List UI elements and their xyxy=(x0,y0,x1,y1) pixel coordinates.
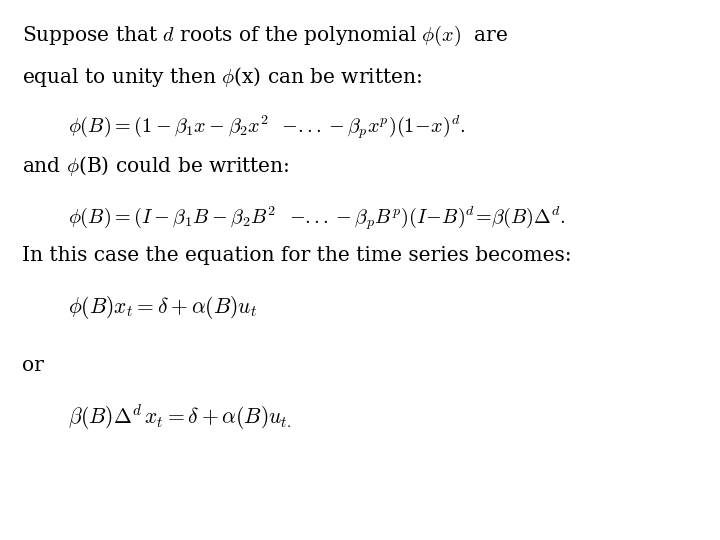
Text: $\beta(B)\Delta^d\, x_t = \delta + \alpha(B)u_{t.}$: $\beta(B)\Delta^d\, x_t = \delta + \alph… xyxy=(68,402,292,432)
Text: $\phi(B) = (1 - \beta_1 x - \beta_2 x^2$  $-...- \beta_p x^p)(1\!-\!x)^d.$: $\phi(B) = (1 - \beta_1 x - \beta_2 x^2$… xyxy=(68,113,466,141)
Text: $\phi(B)x_t = \delta + \alpha(B)u_t$: $\phi(B)x_t = \delta + \alpha(B)u_t$ xyxy=(68,294,258,321)
Text: or: or xyxy=(22,356,43,375)
Text: equal to unity then $\phi$(x) can be written:: equal to unity then $\phi$(x) can be wri… xyxy=(22,65,422,89)
Text: $\phi(B) = (I - \beta_1 B - \beta_2 B^2$  $-...- \beta_p B^p)(I\!-\!B)^d\!=\! \b: $\phi(B) = (I - \beta_1 B - \beta_2 B^2$… xyxy=(68,205,566,233)
Text: Suppose that $d$ roots of the polynomial $\phi(x)$  are: Suppose that $d$ roots of the polynomial… xyxy=(22,24,508,49)
Text: and $\phi$(B) could be written:: and $\phi$(B) could be written: xyxy=(22,154,289,178)
Text: In this case the equation for the time series becomes:: In this case the equation for the time s… xyxy=(22,246,571,265)
